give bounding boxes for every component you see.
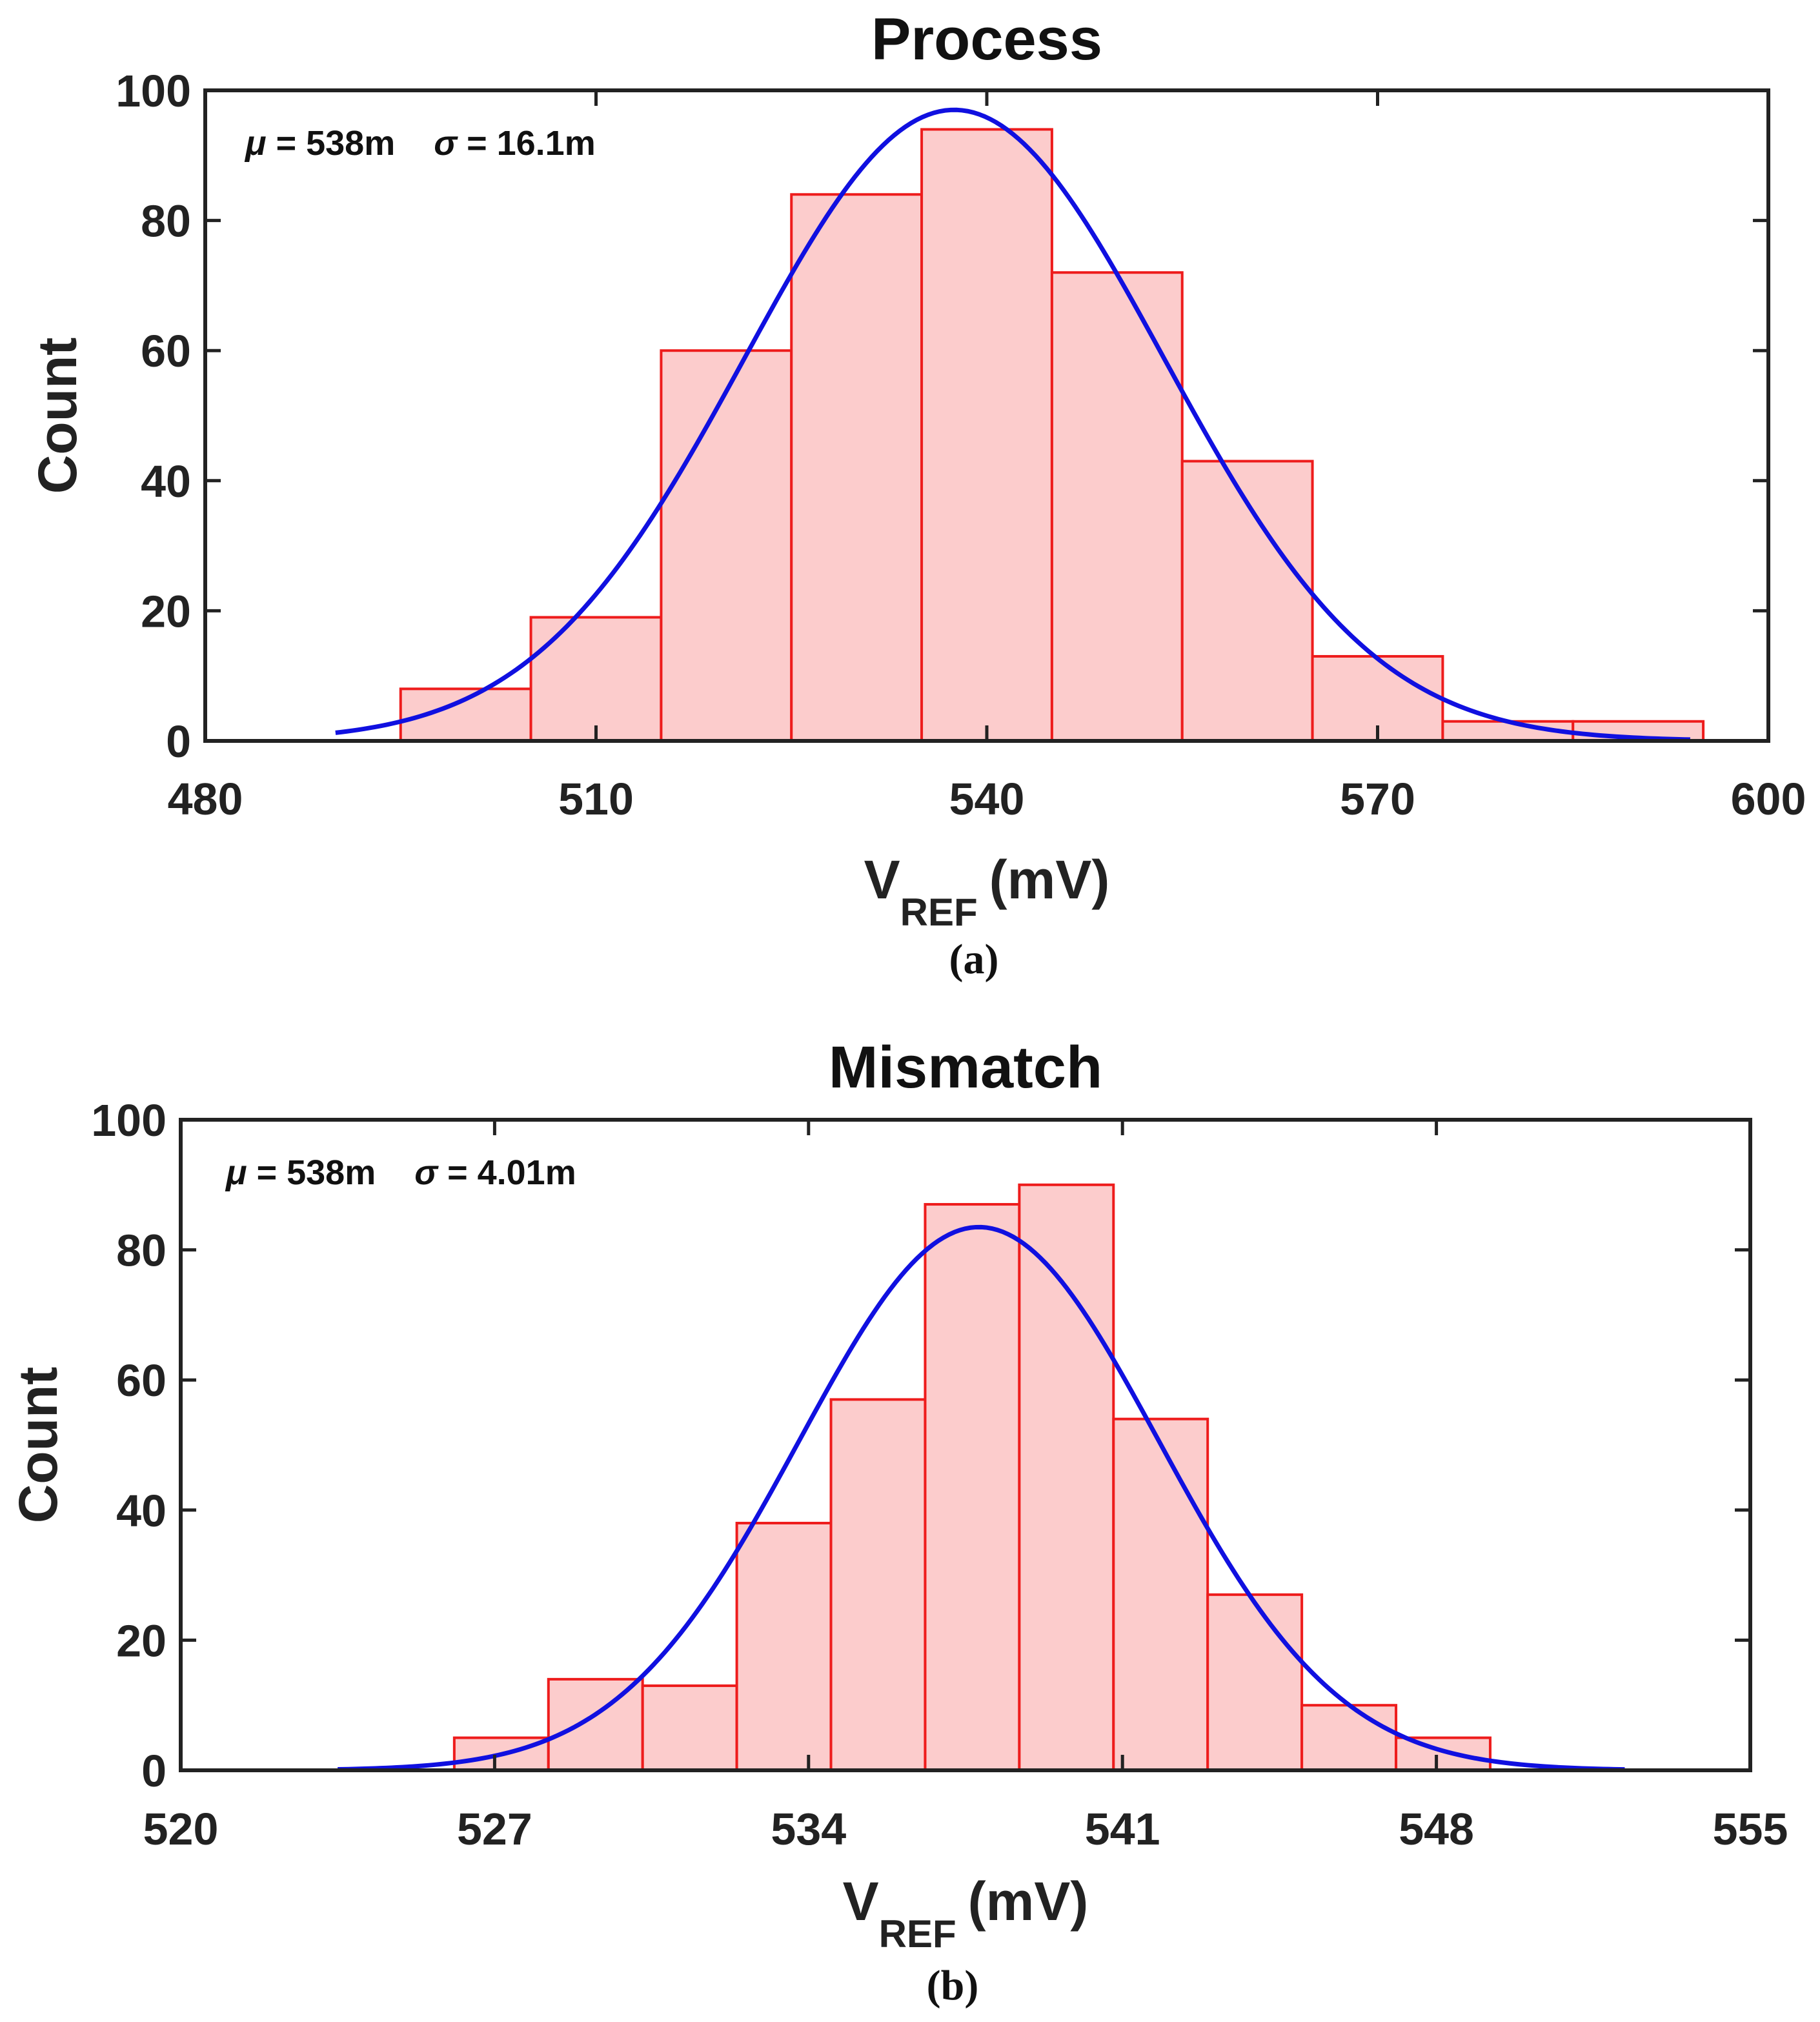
chart-title: Process — [871, 6, 1102, 72]
histogram-bar — [641, 1684, 738, 1772]
histogram-bar — [924, 1203, 1021, 1772]
y-tick-label: 60 — [141, 326, 191, 376]
histogram-bar — [829, 1398, 927, 1772]
x-axis-label-unit: (mV) — [989, 849, 1110, 910]
x-tick-label: 555 — [1713, 1804, 1788, 1854]
histogram-bar — [1112, 1417, 1209, 1772]
histogram-bar — [529, 616, 663, 742]
y-tick-label: 0 — [141, 1746, 167, 1796]
y-tick-label: 60 — [116, 1355, 167, 1406]
y-tick-label: 100 — [116, 66, 191, 116]
mu-value: = 538m — [247, 1153, 376, 1192]
panel-caption: (a) — [949, 936, 999, 983]
x-tick-label: 480 — [168, 774, 243, 824]
normal-fit-curve — [338, 1224, 1625, 1772]
x-tick-label: 541 — [1085, 1804, 1160, 1854]
x-axis-label-subscript: REF — [879, 1912, 956, 1956]
y-axis-label: Count — [8, 1367, 68, 1524]
x-tick-label: 548 — [1399, 1804, 1474, 1854]
x-axis-label: VREF (mV) — [864, 849, 1110, 934]
y-tick-label: 20 — [116, 1615, 167, 1666]
mu-symbol: μ — [225, 1153, 247, 1192]
sigma-symbol: σ — [434, 124, 458, 163]
chart-title: Mismatch — [829, 1035, 1102, 1100]
histogram-bar — [1300, 1704, 1398, 1772]
histogram-bar — [1206, 1593, 1304, 1772]
mu-value: = 538m — [267, 124, 396, 163]
x-tick-label: 527 — [457, 1804, 532, 1854]
histogram-bar — [1395, 1736, 1491, 1772]
x-axis-label-main: V — [843, 1871, 879, 1932]
x-tick-label: 600 — [1731, 774, 1806, 824]
mu-symbol: μ — [244, 124, 267, 163]
x-axis-label-unit: (mV) — [968, 1871, 1089, 1932]
y-axis-label: Count — [27, 338, 88, 494]
chart-panel-2: Mismatch 520 527 534 541 548 555 0 20 40 60 80 100 Co… — [8, 1035, 1788, 2009]
plot-frame — [179, 1118, 1752, 1772]
x-tick-label: 540 — [949, 774, 1025, 824]
y-tick-label: 80 — [116, 1226, 167, 1276]
sigma-value: = 16.1m — [457, 124, 596, 163]
x-axis-label: VREF (mV) — [843, 1871, 1089, 1956]
y-tick-label: 0 — [166, 716, 191, 767]
y-tick-label: 40 — [116, 1486, 167, 1536]
panel-caption: (b) — [927, 1962, 979, 2009]
stats-annotation: μ = 538m σ = 16.1m — [244, 124, 596, 163]
histogram-bar — [735, 1521, 833, 1772]
histogram-bar — [790, 193, 924, 742]
y-tick-label: 80 — [141, 196, 191, 247]
y-tick-label: 40 — [141, 456, 191, 507]
x-tick-label: 570 — [1340, 774, 1415, 824]
histogram-bar — [1018, 1183, 1115, 1772]
x-tick-label: 510 — [558, 774, 634, 824]
sigma-symbol: σ — [414, 1153, 439, 1192]
x-tick-label: 534 — [771, 1804, 846, 1854]
histogram-bar — [547, 1677, 644, 1772]
x-axis-label-subscript: REF — [900, 891, 978, 934]
y-tick-label: 100 — [91, 1095, 167, 1146]
sigma-value: = 4.01m — [438, 1153, 576, 1192]
normal-fit-curve — [335, 107, 1690, 742]
chart-panel-1: Process 480 510 540 570 600 0 20 40 60 80 100 Count V… — [27, 6, 1806, 983]
histogram-bar — [1050, 271, 1184, 742]
y-tick-label: 20 — [141, 586, 191, 636]
histogram-bar — [920, 128, 1053, 743]
x-tick-label: 520 — [143, 1804, 219, 1854]
stats-annotation: μ = 538m σ = 4.01m — [225, 1153, 576, 1192]
histogram-bar — [660, 349, 793, 742]
histogram-bar — [1180, 460, 1314, 742]
x-axis-label-main: V — [864, 849, 900, 910]
